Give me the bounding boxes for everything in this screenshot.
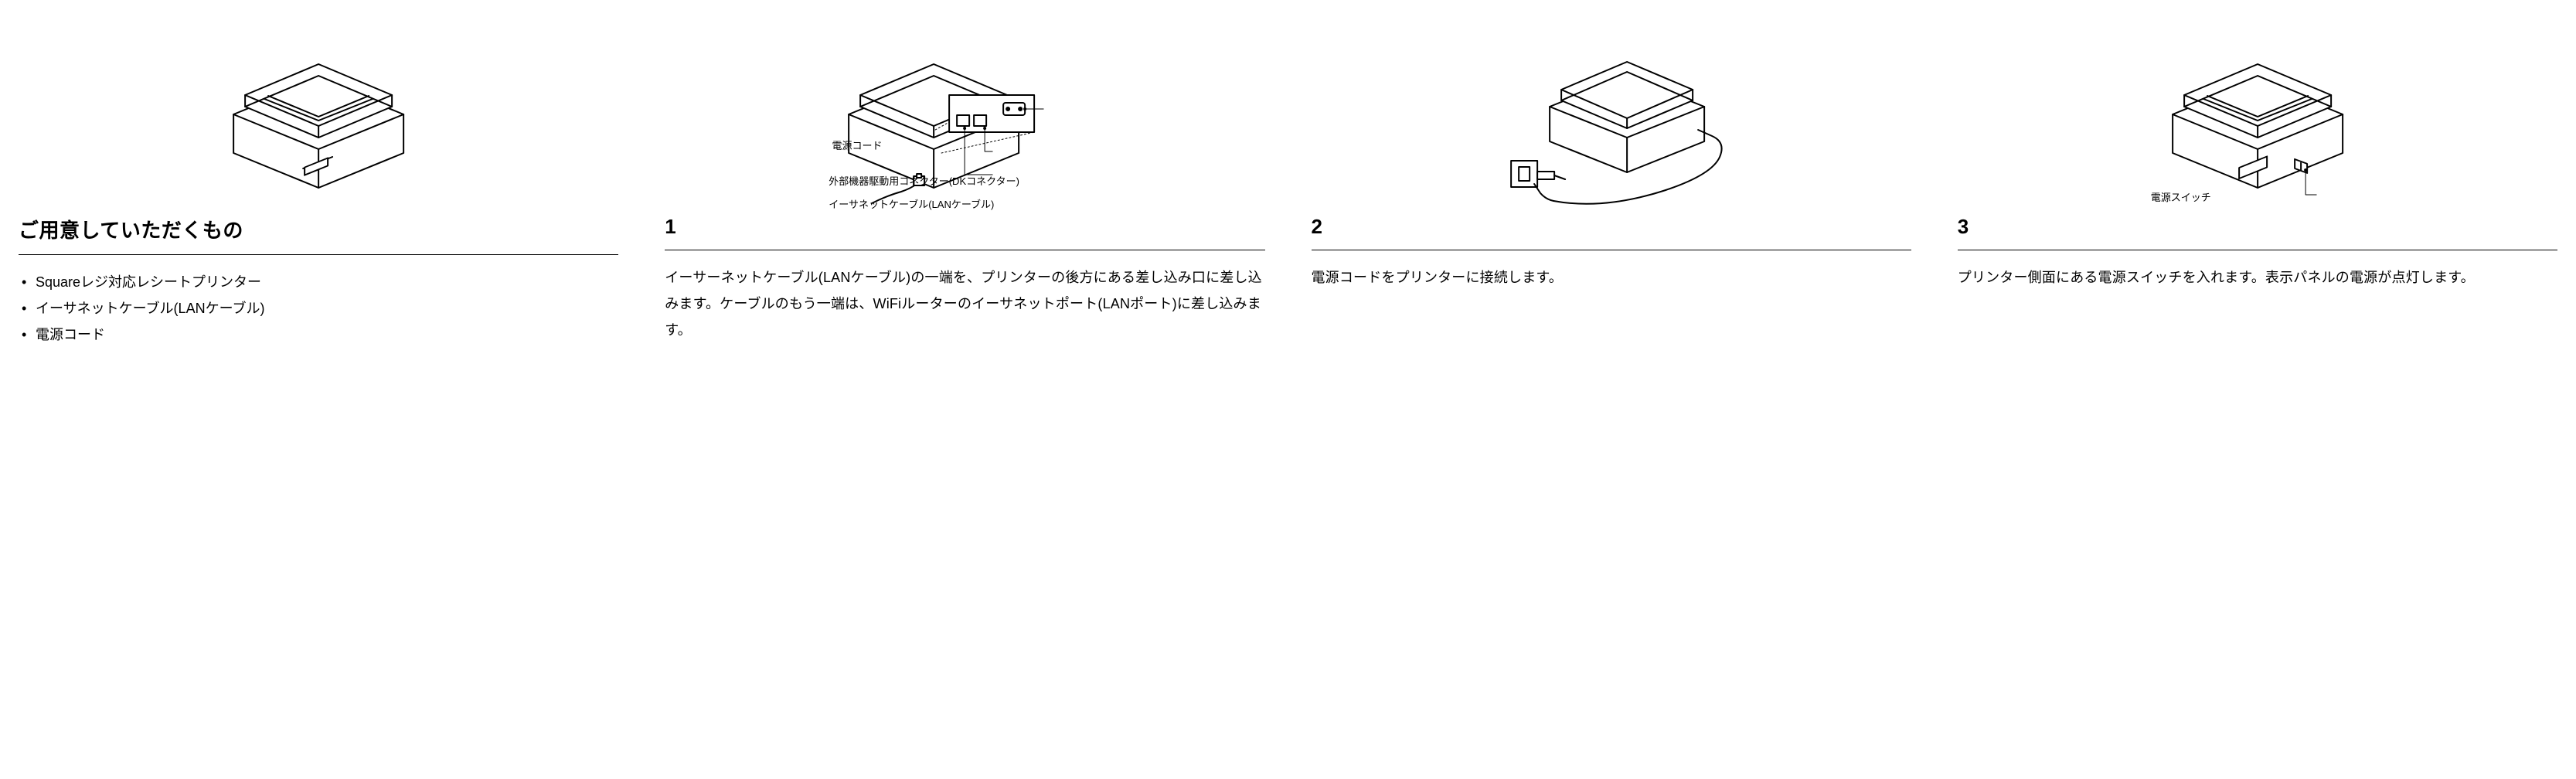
items-list: Squareレジ対応レシートプリンター イーサネットケーブル(LANケーブル) …	[19, 269, 618, 349]
col-prepare: ご用意していただくもの Squareレジ対応レシートプリンター イーサネットケー…	[19, 22, 618, 349]
callout-switch: 電源スイッチ	[2151, 189, 2211, 204]
illus-3: 電源スイッチ	[1958, 22, 2557, 215]
step-number: 3	[1958, 215, 1969, 238]
list-item: 電源コード	[22, 321, 618, 348]
heading-2: 2	[1312, 215, 1911, 250]
step-number: 2	[1312, 215, 1322, 238]
printer-switch-icon	[1958, 22, 2557, 215]
col-step-1: 電源コード 外部機器駆動用コネクター(DKコネクター) イーサネットケーブル(L…	[665, 22, 1264, 344]
list-item: イーサネットケーブル(LANケーブル)	[22, 295, 618, 321]
body-2: 電源コードをプリンターに接続します。	[1312, 264, 1911, 291]
step-number: 1	[665, 215, 675, 238]
printer-icon	[19, 22, 618, 215]
col-step-3: 電源スイッチ 3 プリンター側面にある電源スイッチを入れます。表示パネルの電源が…	[1958, 22, 2557, 291]
printer-power-icon	[1312, 22, 1911, 215]
callout-power: 電源コード	[832, 138, 883, 152]
body-3: プリンター側面にある電源スイッチを入れます。表示パネルの電源が点灯します。	[1958, 264, 2557, 291]
instruction-columns: ご用意していただくもの Squareレジ対応レシートプリンター イーサネットケー…	[19, 22, 2557, 349]
callout-lan: イーサネットケーブル(LANケーブル)	[829, 196, 994, 211]
heading-3: 3	[1958, 215, 2557, 250]
callout-dk: 外部機器駆動用コネクター(DKコネクター)	[829, 173, 1019, 188]
col-step-2: 2 電源コードをプリンターに接続します。	[1312, 22, 1911, 291]
illus-2	[1312, 22, 1911, 215]
illus-1: 電源コード 外部機器駆動用コネクター(DKコネクター) イーサネットケーブル(L…	[665, 22, 1264, 215]
body-1: イーサーネットケーブル(LANケーブル)の一端を、プリンターの後方にある差し込み…	[665, 264, 1264, 344]
heading-title: ご用意していただくもの	[19, 219, 243, 242]
heading-prepare: ご用意していただくもの	[19, 215, 618, 255]
heading-1: 1	[665, 215, 1264, 250]
illus-0	[19, 22, 618, 215]
list-item: Squareレジ対応レシートプリンター	[22, 269, 618, 295]
